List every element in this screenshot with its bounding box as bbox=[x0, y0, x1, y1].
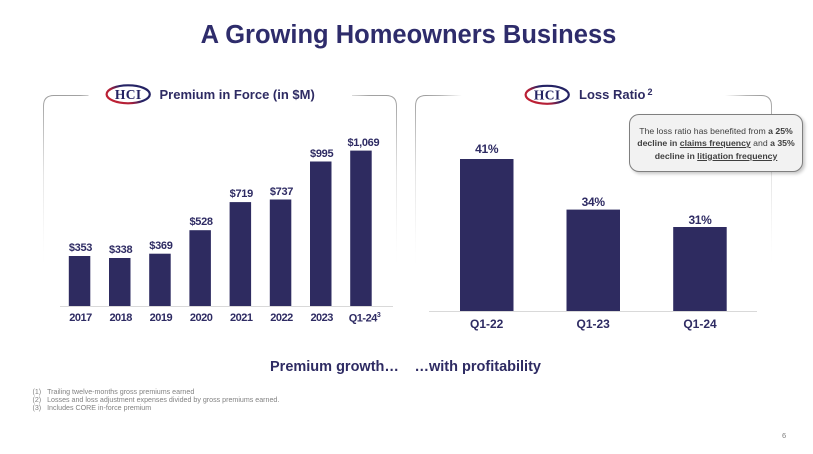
svg-text:HCI: HCI bbox=[115, 87, 142, 102]
svg-text:HCI: HCI bbox=[534, 88, 561, 103]
